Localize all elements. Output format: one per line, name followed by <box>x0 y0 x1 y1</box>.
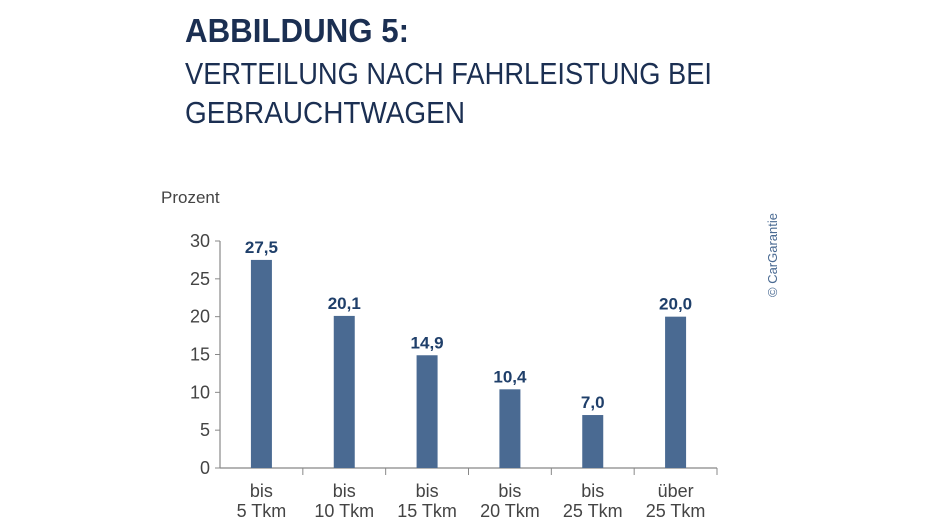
bar <box>665 316 687 468</box>
chart-subtitle-line-2: GEBRAUCHTWAGEN <box>185 95 465 130</box>
y-tick-label: 20 <box>190 307 210 327</box>
chart-subtitle-line-1: VERTEILUNG NACH FAHRLEISTUNG BEI <box>185 56 712 91</box>
data-label: 20,0 <box>659 295 692 314</box>
bar <box>333 315 355 468</box>
bar <box>250 259 272 468</box>
x-tick-label: 10 Tkm <box>314 501 374 521</box>
y-tick-label: 30 <box>190 231 210 251</box>
x-tick-label: 20 Tkm <box>480 501 540 521</box>
y-tick-label: 0 <box>200 458 210 478</box>
x-tick-label: 15 Tkm <box>397 501 457 521</box>
y-tick-label: 5 <box>200 420 210 440</box>
data-label: 14,9 <box>411 333 444 352</box>
x-tick-label: über <box>658 481 694 501</box>
y-tick-label: 25 <box>190 269 210 289</box>
bar <box>416 355 438 468</box>
x-tick-label: 5 Tkm <box>237 501 287 521</box>
bar <box>499 389 521 468</box>
y-tick-label: 10 <box>190 382 210 402</box>
y-tick-label: 15 <box>190 345 210 365</box>
x-tick-label: bis <box>416 481 439 501</box>
y-axis-label: Prozent <box>161 188 220 207</box>
chart-title: ABBILDUNG 5: <box>185 12 409 49</box>
copyright-note: © CarGarantie <box>765 213 780 297</box>
data-label: 10,4 <box>493 367 527 386</box>
x-tick-label: bis <box>498 481 521 501</box>
data-label: 27,5 <box>245 238 278 257</box>
data-label: 7,0 <box>581 393 605 412</box>
x-tick-label: 25 Tkm <box>646 501 706 521</box>
x-tick-label: 25 Tkm <box>563 501 623 521</box>
x-tick-label: bis <box>581 481 604 501</box>
x-tick-label: bis <box>333 481 356 501</box>
x-tick-label: bis <box>250 481 273 501</box>
bar <box>582 415 604 468</box>
data-label: 20,1 <box>328 294 361 313</box>
